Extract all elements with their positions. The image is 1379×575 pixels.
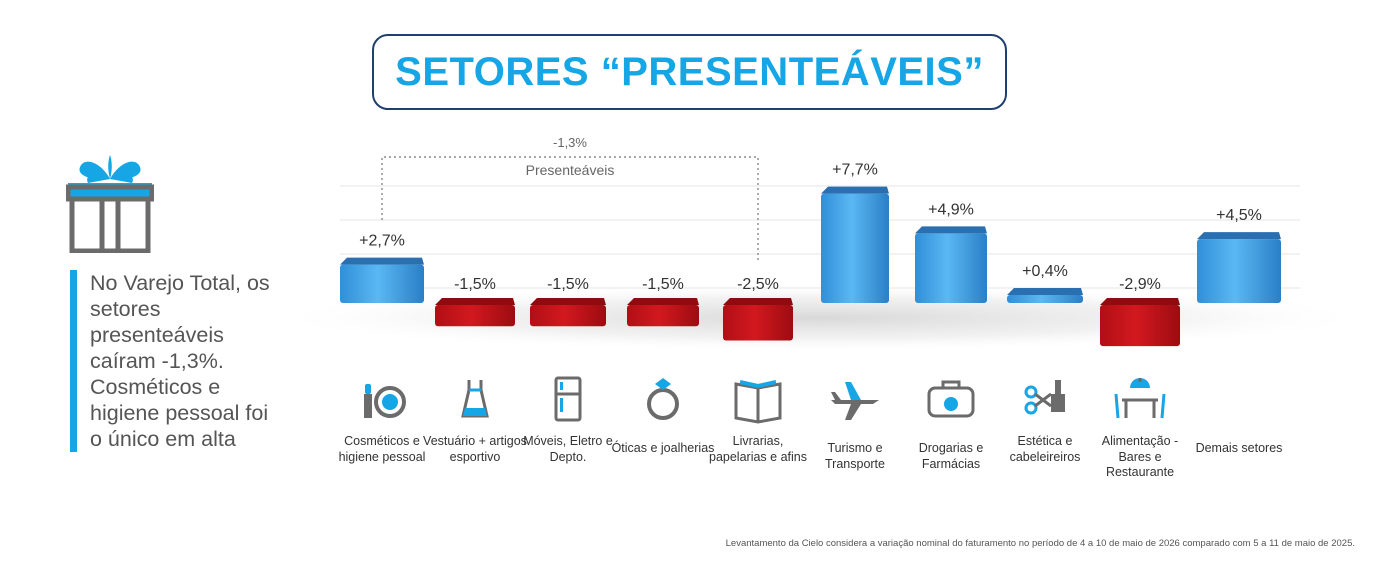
- book-icon: [730, 374, 786, 424]
- restaurant-table-icon: [1112, 374, 1168, 424]
- bar-body: [627, 305, 699, 327]
- bar-3: [530, 298, 606, 327]
- bar-9: [1100, 298, 1180, 347]
- bar-1: [340, 257, 424, 303]
- gift-icon: [66, 155, 154, 253]
- airplane-icon: [827, 374, 883, 424]
- bar-6: [821, 186, 889, 303]
- category-label: Alimentação - Bares e Restaurante: [1101, 434, 1179, 479]
- bar-top: [1100, 298, 1180, 305]
- bar-top: [435, 298, 515, 305]
- value-label: -1,5%: [547, 276, 589, 293]
- footnote: Levantamento da Cielo considera a variaç…: [725, 538, 1355, 549]
- bar-5: [723, 298, 793, 341]
- title-box: SETORES “PRESENTEÁVEIS”: [372, 34, 1007, 110]
- page-title: SETORES “PRESENTEÁVEIS”: [395, 49, 984, 94]
- bar-top: [723, 298, 793, 305]
- bar-body: [1197, 239, 1281, 303]
- bar-2: [435, 298, 515, 327]
- category-label: Vestuário + artigos esportivo: [423, 434, 527, 464]
- bar-top: [821, 186, 889, 194]
- bar-body: [821, 193, 889, 303]
- bar-top: [530, 298, 606, 305]
- bar-body: [340, 264, 424, 303]
- bar-4: [627, 298, 699, 327]
- value-label: +7,7%: [832, 162, 878, 179]
- value-label: +2,7%: [359, 233, 405, 250]
- scissors-brush-icon: [1017, 374, 1073, 424]
- value-label: -1,5%: [454, 276, 496, 293]
- bar-10: [1197, 232, 1281, 303]
- value-label: -2,9%: [1119, 276, 1161, 293]
- category-label: Óticas e joalherias: [611, 441, 715, 455]
- bar-top: [1007, 288, 1083, 295]
- category-label: Livrarias, papelarias e afins: [709, 434, 807, 464]
- bar-top: [1197, 232, 1281, 240]
- ring-icon: [635, 374, 691, 424]
- bar-7: [915, 226, 987, 303]
- bar-body: [723, 305, 793, 341]
- group-bracket: [381, 156, 759, 260]
- bar-body: [1007, 295, 1083, 303]
- value-label: -2,5%: [737, 276, 779, 293]
- category-label: Estética e cabeleireiros: [1009, 434, 1081, 464]
- category-label: Móveis, Eletro e Depto.: [523, 434, 613, 464]
- group-value-label: -1,3%: [553, 135, 587, 150]
- bar-top: [915, 226, 987, 234]
- category-label: Demais setores: [1195, 441, 1283, 455]
- bar-top: [340, 257, 424, 265]
- category-label: Drogarias e Farmácias: [918, 441, 984, 471]
- bar-body: [915, 233, 987, 303]
- category-label: Turismo e Transporte: [825, 441, 885, 471]
- fridge-icon: [540, 374, 596, 424]
- bar-body: [435, 305, 515, 327]
- cosmetics-icon: [354, 374, 410, 424]
- bar-chart: -1,3% Presenteáveis +2,7% -1,5% -1,5% -1,5% -…: [260, 135, 1379, 352]
- value-label: +0,4%: [1022, 263, 1068, 280]
- value-label: +4,9%: [928, 201, 974, 218]
- dress-icon: [447, 374, 503, 424]
- bar-top: [627, 298, 699, 305]
- category-label: Cosméticos e higiene pessoal: [338, 434, 426, 464]
- value-label: +4,5%: [1216, 207, 1262, 224]
- bar-body: [530, 305, 606, 327]
- medical-bag-icon: [923, 374, 979, 424]
- bar-8: [1007, 288, 1083, 303]
- value-label: -1,5%: [642, 276, 684, 293]
- side-summary-text: No Varejo Total, os setores presenteávei…: [70, 270, 280, 452]
- bar-body: [1100, 305, 1180, 347]
- group-label: Presenteáveis: [526, 162, 615, 178]
